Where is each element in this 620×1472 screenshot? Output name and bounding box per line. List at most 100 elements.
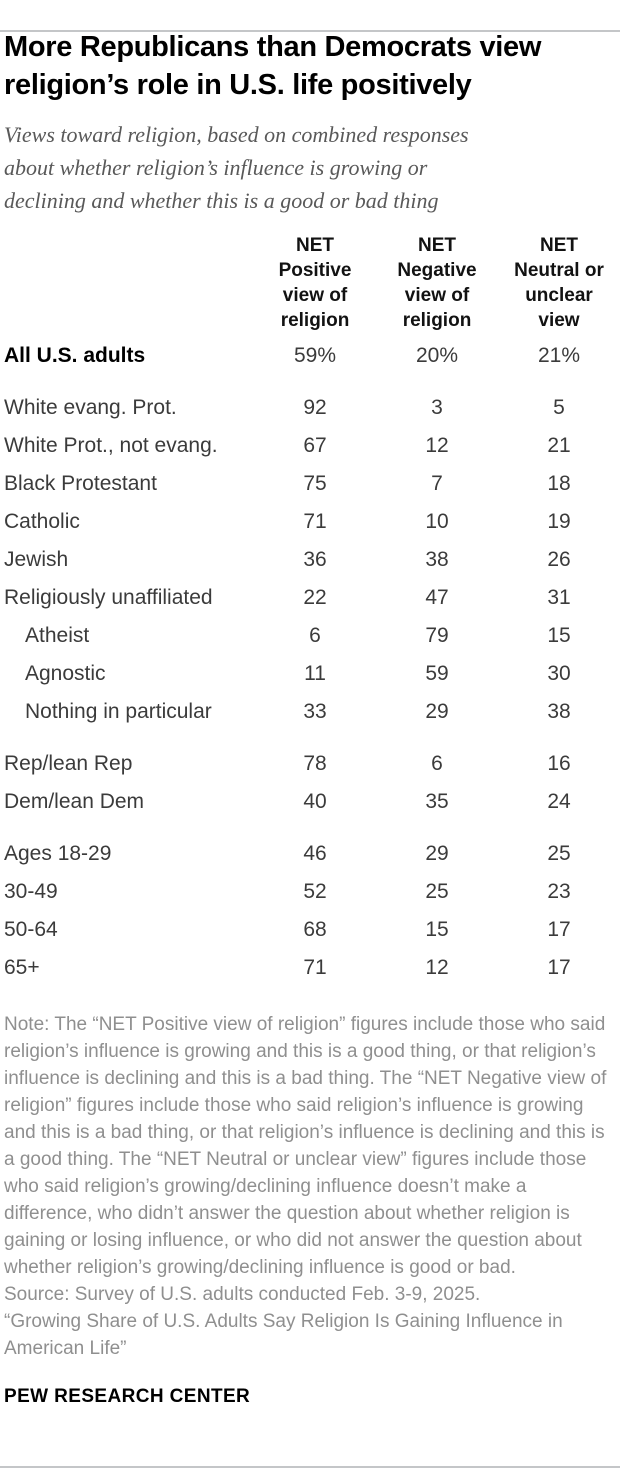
row-value: 21 (547, 434, 571, 457)
row-value: 16 (547, 752, 571, 775)
row-value: 75 (303, 472, 327, 495)
page-subtitle: Views toward religion, based on combined… (4, 122, 469, 213)
table-row: Ages 18-29 46 29 25 (4, 835, 616, 873)
row-value: 33 (303, 700, 327, 723)
row-value: 25 (425, 880, 449, 903)
source-text: Source: Survey of U.S. adults conducted … (4, 1284, 481, 1305)
row-value: 29 (425, 842, 449, 865)
row-value: 24 (547, 790, 571, 813)
row-label: Black Protestant (4, 472, 157, 495)
row-label: Agnostic (25, 662, 106, 685)
table-row: Atheist 6 79 15 (4, 617, 616, 655)
table-row: Religiously unaffiliated 22 47 31 (4, 579, 616, 617)
table-group: Rep/lean Rep 78 6 16 Dem/lean Dem 40 35 24 (4, 745, 616, 821)
row-value: 21% (537, 344, 581, 367)
row-value: 46 (303, 842, 327, 865)
row-value: 29 (425, 700, 449, 723)
row-value: 18 (547, 472, 571, 495)
row-value: 26 (547, 548, 571, 571)
row-label: Atheist (25, 624, 90, 647)
row-value: 20% (415, 344, 459, 367)
row-value: 78 (303, 752, 327, 775)
row-label-column-spacer (4, 333, 254, 337)
row-value: 52 (303, 880, 327, 903)
stats-table: NET Positive view of religion NET Negati… (4, 233, 616, 987)
row-value: 25 (547, 842, 571, 865)
table-group: All U.S. adults 59% 20% 21% (4, 337, 616, 375)
table-row: Nothing in particular 33 29 38 (4, 693, 616, 731)
bottom-divider (0, 1466, 620, 1468)
row-value: 67 (303, 434, 327, 457)
row-value: 17 (547, 956, 571, 979)
row-label: Religiously unaffiliated (4, 586, 213, 609)
footnotes: Note: The “NET Positive view of religion… (4, 1011, 610, 1362)
row-value: 68 (303, 918, 327, 941)
row-label: Catholic (4, 510, 80, 533)
row-value: 3 (431, 396, 443, 419)
note-text: Note: The “NET Positive view of religion… (4, 1014, 607, 1278)
table-group: White evang. Prot. 92 3 5 White Prot., not e… (4, 389, 616, 731)
table-row: 50-64 68 15 17 (4, 911, 616, 949)
table-row: Agnostic 11 59 30 (4, 655, 616, 693)
row-label: 50-64 (4, 918, 58, 941)
row-label: White evang. Prot. (4, 396, 177, 419)
report-card: More Republicans than Democrats view rel… (0, 28, 620, 1472)
top-divider (0, 30, 620, 32)
row-value: 36 (303, 548, 327, 571)
table-body: All U.S. adults 59% 20% 21% White evang. Pro… (4, 337, 616, 987)
row-value: 71 (303, 956, 327, 979)
row-value: 31 (547, 586, 571, 609)
table-row: White Prot., not evang. 67 12 21 (4, 427, 616, 465)
row-value: 22 (303, 586, 327, 609)
brand-wordmark: PEW RESEARCH CENTER (4, 1386, 251, 1407)
row-label: Nothing in particular (25, 700, 212, 723)
table-row: Jewish 36 38 26 (4, 541, 616, 579)
table-row: Black Protestant 75 7 18 (4, 465, 616, 503)
table-header-row: NET Positive view of religion NET Negati… (4, 233, 616, 337)
report-quote: “Growing Share of U.S. Adults Say Religi… (4, 1311, 563, 1359)
row-label: Ages 18-29 (4, 842, 112, 865)
row-value: 15 (547, 624, 571, 647)
row-label: Jewish (4, 548, 69, 571)
table-row: All U.S. adults 59% 20% 21% (4, 337, 616, 375)
row-value: 15 (425, 918, 449, 941)
row-value: 17 (547, 918, 571, 941)
table-row: 30-49 52 25 23 (4, 873, 616, 911)
column-header-net-neutral: NET Neutral or unclear view (514, 235, 604, 331)
row-value: 38 (547, 700, 571, 723)
table-row: Dem/lean Dem 40 35 24 (4, 783, 616, 821)
row-value: 35 (425, 790, 449, 813)
row-label: Dem/lean Dem (4, 790, 145, 813)
page-title: More Republicans than Democrats view rel… (4, 31, 542, 101)
row-value: 40 (303, 790, 327, 813)
row-value: 7 (431, 472, 443, 495)
row-value: 59 (425, 662, 449, 685)
row-value: 59% (293, 344, 337, 367)
row-value: 6 (309, 624, 321, 647)
row-value: 71 (303, 510, 327, 533)
table-row: White evang. Prot. 92 3 5 (4, 389, 616, 427)
row-label: 30-49 (4, 880, 58, 903)
row-label: Rep/lean Rep (4, 752, 133, 775)
row-value: 12 (425, 956, 449, 979)
table-row: Rep/lean Rep 78 6 16 (4, 745, 616, 783)
row-value: 10 (425, 510, 449, 533)
row-value: 23 (547, 880, 571, 903)
row-value: 19 (547, 510, 571, 533)
table-row: 65+ 71 12 17 (4, 949, 616, 987)
row-label: White Prot., not evang. (4, 434, 218, 457)
row-value: 38 (425, 548, 449, 571)
row-value: 5 (553, 396, 565, 419)
row-label: 65+ (4, 956, 40, 979)
row-value: 6 (431, 752, 443, 775)
table-row: Catholic 71 10 19 (4, 503, 616, 541)
column-header-net-positive: NET Positive view of religion (278, 235, 352, 331)
row-value: 92 (303, 396, 327, 419)
row-value: 11 (304, 662, 326, 685)
row-value: 30 (547, 662, 571, 685)
row-value: 47 (425, 586, 449, 609)
table-group: Ages 18-29 46 29 25 30-49 52 25 23 50-64 68 15 17 65… (4, 835, 616, 987)
row-value: 12 (425, 434, 449, 457)
row-label: All U.S. adults (4, 344, 146, 367)
column-header-net-negative: NET Negative view of religion (397, 235, 477, 331)
